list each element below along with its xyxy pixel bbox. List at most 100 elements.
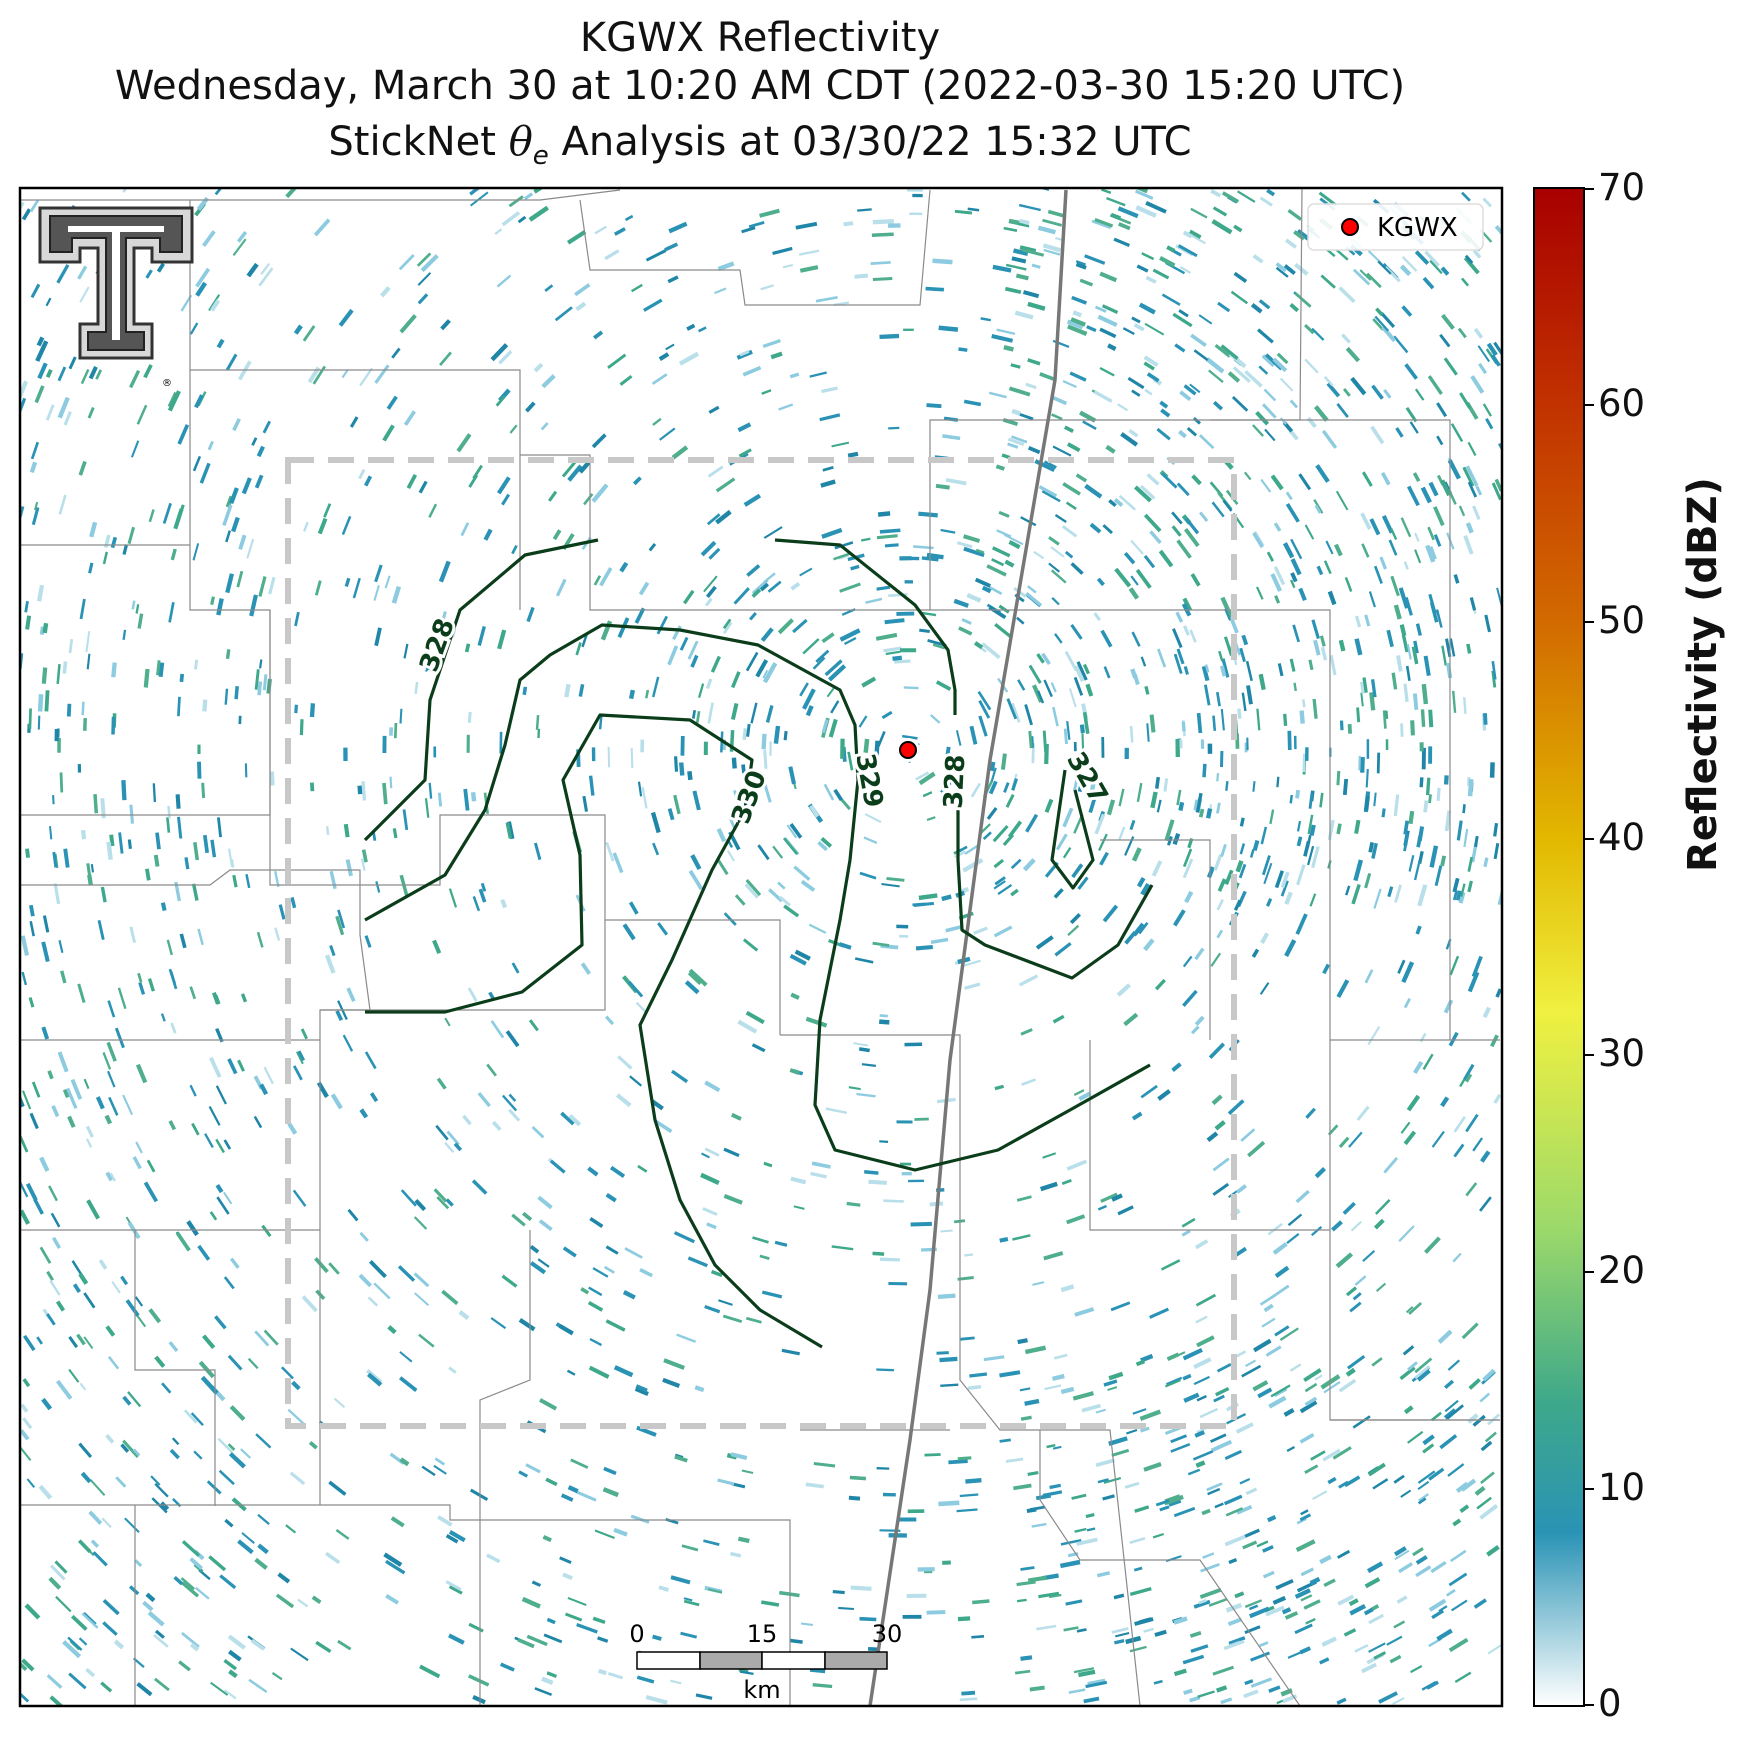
- echo-mark: [1252, 1380, 1269, 1392]
- echo-mark: [152, 783, 157, 803]
- echo-mark: [42, 622, 49, 634]
- echo-mark: [1217, 878, 1227, 892]
- echo-mark: [576, 1490, 597, 1502]
- echo-mark: [1069, 912, 1082, 925]
- echo-mark: [789, 823, 803, 839]
- echo-mark: [1343, 1628, 1357, 1637]
- echo-mark: [1249, 849, 1255, 858]
- echo-mark: [249, 594, 258, 617]
- echo-mark: [324, 954, 336, 974]
- echo-mark: [1071, 863, 1084, 879]
- echo-mark: [1022, 248, 1045, 257]
- echo-mark: [66, 703, 72, 717]
- echo-mark: [567, 1596, 587, 1607]
- echo-mark: [1225, 1602, 1243, 1613]
- echo-mark: [1235, 860, 1244, 873]
- echo-mark: [227, 1443, 236, 1451]
- echo-mark: [715, 477, 736, 493]
- echo-mark: [263, 1066, 274, 1085]
- echo-mark: [177, 816, 183, 839]
- echo-mark: [538, 1219, 553, 1232]
- echo-mark: [20, 1403, 29, 1413]
- echo-mark: [574, 283, 591, 297]
- echo-mark: [821, 527, 843, 539]
- echo-mark: [1338, 1136, 1350, 1148]
- echo-mark: [1083, 1696, 1100, 1704]
- echo-mark: [1360, 512, 1372, 530]
- echo-mark: [1171, 511, 1183, 525]
- echo-mark: [1302, 699, 1306, 708]
- echo-mark: [413, 1216, 428, 1230]
- echo-mark: [1175, 611, 1184, 623]
- echo-mark: [902, 734, 918, 740]
- echo-mark: [111, 716, 116, 735]
- echo-mark: [674, 756, 679, 772]
- echo-mark: [1347, 724, 1352, 734]
- echo-mark: [1143, 1627, 1154, 1633]
- echo-mark: [1299, 1433, 1315, 1444]
- echo-mark: [166, 939, 173, 956]
- echo-mark: [654, 1119, 673, 1134]
- echo-mark: [1043, 460, 1057, 469]
- echo-mark: [1103, 666, 1111, 679]
- echo-mark: [705, 678, 713, 690]
- svg-text:®: ®: [162, 378, 172, 389]
- echo-mark: [216, 1196, 230, 1215]
- echo-mark: [256, 931, 264, 948]
- echo-mark: [1388, 539, 1398, 556]
- echo-mark: [125, 1299, 140, 1317]
- echo-mark: [224, 1518, 234, 1528]
- echo-mark: [715, 509, 732, 525]
- echo-mark: [1124, 931, 1137, 945]
- echo-mark: [389, 776, 393, 789]
- echo-mark: [1270, 573, 1283, 592]
- echo-mark: [1415, 1565, 1432, 1578]
- echo-mark: [34, 385, 45, 404]
- echo-mark: [35, 340, 49, 362]
- echo-mark: [1133, 485, 1152, 503]
- echo-mark: [41, 1026, 50, 1040]
- echo-mark: [424, 657, 430, 672]
- echo-mark: [742, 938, 759, 952]
- map-panel: [20, 188, 1502, 1706]
- echo-mark: [1298, 473, 1312, 491]
- echo-mark: [742, 728, 747, 740]
- echo-mark: [959, 1493, 979, 1498]
- echo-mark: [1269, 809, 1275, 825]
- echo-mark: [1236, 1184, 1247, 1194]
- echo-mark: [134, 1559, 143, 1568]
- echo-mark: [1199, 511, 1209, 523]
- echo-mark: [262, 420, 271, 434]
- echo-mark: [1212, 400, 1224, 411]
- echo-mark: [109, 834, 115, 847]
- echo-mark: [1027, 1471, 1039, 1476]
- echo-mark: [1196, 712, 1203, 734]
- echo-mark: [821, 632, 835, 644]
- echo-mark: [1406, 1094, 1421, 1112]
- echo-mark: [1260, 826, 1268, 845]
- echo-mark: [1146, 723, 1150, 742]
- echo-mark: [232, 418, 241, 432]
- echo-mark: [1431, 1609, 1445, 1620]
- echo-mark: [167, 805, 171, 819]
- echo-mark: [41, 1397, 53, 1411]
- echo-mark: [511, 962, 520, 974]
- echo-mark: [991, 334, 1014, 343]
- echo-mark: [290, 896, 297, 909]
- echo-mark: [1216, 1363, 1232, 1373]
- echo-mark: [1183, 384, 1197, 396]
- echo-mark: [1262, 1545, 1274, 1553]
- echo-mark: [208, 1555, 227, 1572]
- echo-mark: [652, 842, 660, 856]
- echo-mark: [1107, 343, 1117, 352]
- echo-mark: [1032, 1281, 1045, 1286]
- echo-mark: [1303, 1599, 1321, 1610]
- echo-mark: [77, 1539, 92, 1554]
- echo-mark: [733, 789, 743, 812]
- echo-mark: [59, 772, 64, 793]
- echo-mark: [1096, 1571, 1111, 1578]
- echo-mark: [1405, 1306, 1414, 1314]
- echo-mark: [821, 386, 838, 394]
- colorbar: [1533, 187, 1585, 1707]
- echo-mark: [1007, 437, 1025, 447]
